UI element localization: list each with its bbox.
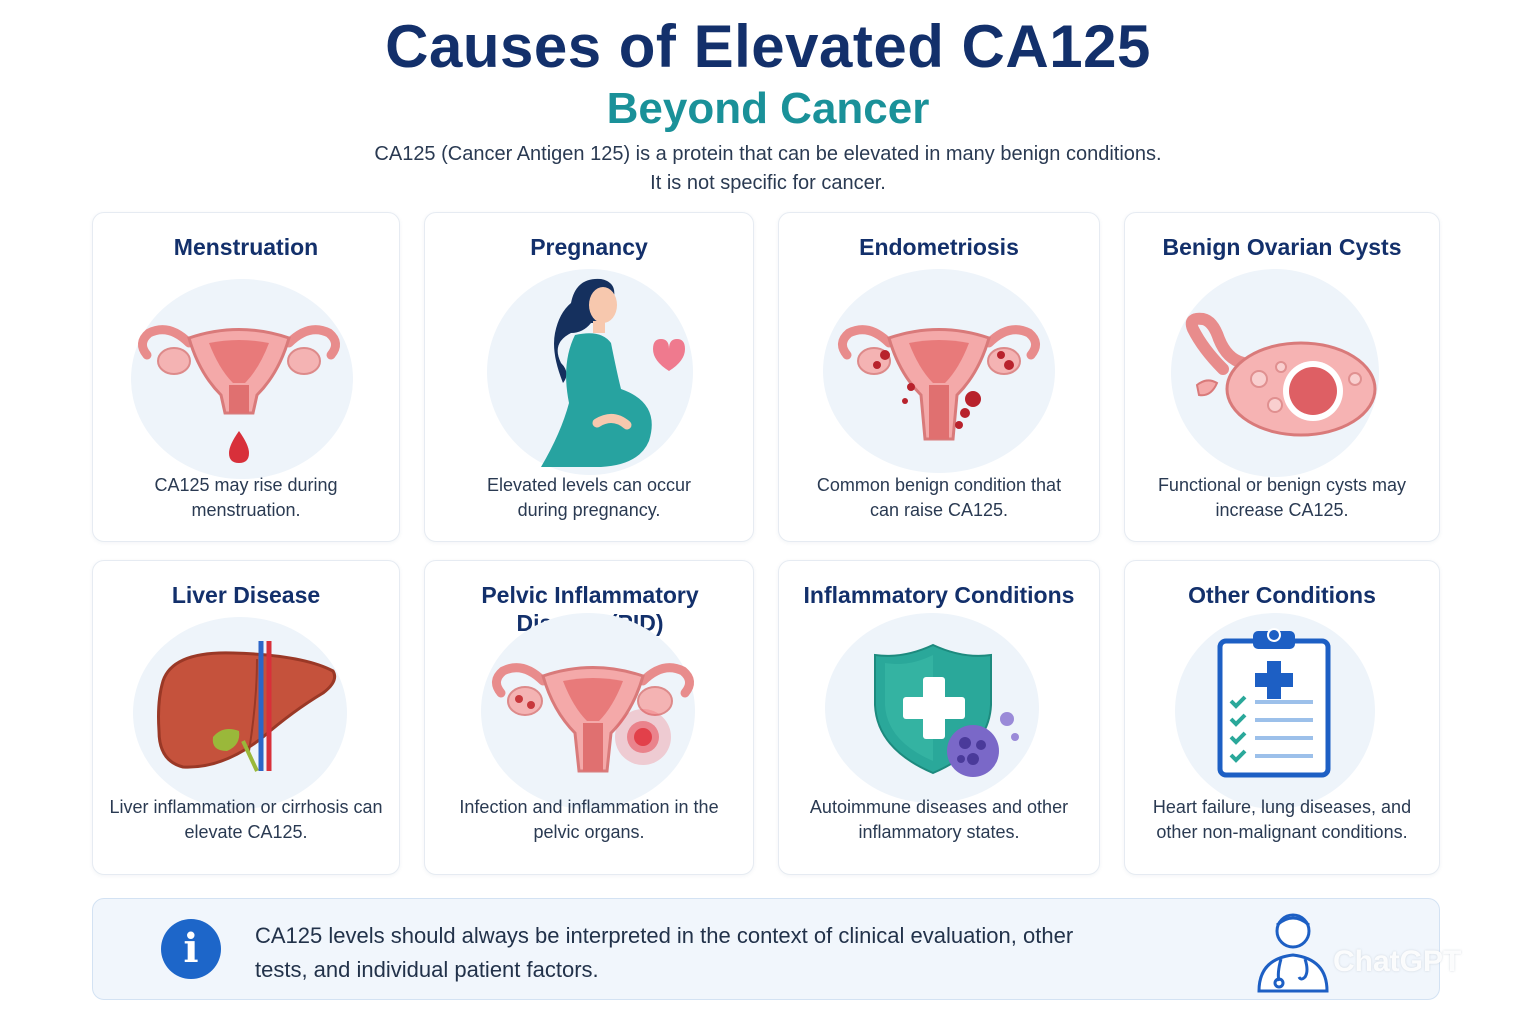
card-description: Liver inflammation or cirrhosis can elev… xyxy=(109,797,383,842)
card-title: Endometriosis xyxy=(859,234,1019,260)
card-title: Benign Ovarian Cysts xyxy=(1162,234,1402,260)
card-benign-ovarian-cysts: Benign Ovarian Cysts Functional or benig… xyxy=(1124,212,1440,542)
card-menstruation: Menstruation CA125 may rise during menst… xyxy=(92,212,400,542)
ovarian-cyst-icon xyxy=(1185,312,1377,437)
card-pregnancy: Pregnancy Elevated levels can occur duri… xyxy=(424,212,754,542)
pregnant-woman-icon xyxy=(541,278,685,467)
card-title: Inflammatory Conditions xyxy=(803,582,1075,608)
card-description: Elevated levels can occur during pregnan… xyxy=(486,475,692,520)
card-description: CA125 may rise during menstruation. xyxy=(154,475,338,520)
card-liver-disease: Liver Disease Liver inflammation or cirr… xyxy=(92,560,400,875)
shield-virus-icon xyxy=(874,643,1019,777)
card-description: Infection and inflammation in the pelvic… xyxy=(459,797,719,842)
card-description: Common benign condition that can raise C… xyxy=(816,475,1062,520)
info-note-text: CA125 levels should always be interprete… xyxy=(255,923,1074,982)
uterus-blood-drop-icon xyxy=(138,325,340,463)
card-inflammatory-conditions: Inflammatory Conditions Autoimmune disea… xyxy=(778,560,1100,875)
page-title: Causes of Elevated CA125 xyxy=(385,13,1151,80)
card-pid: Pelvic Inflammatory Disease (PID) Infect… xyxy=(424,560,754,875)
card-other-conditions: Other Conditions Heart failure, lung dis… xyxy=(1124,560,1440,875)
liver-icon xyxy=(157,641,337,772)
card-endometriosis: Endometriosis Common benign condition th… xyxy=(778,212,1100,542)
info-note: i CA125 levels should always be interpre… xyxy=(92,898,1461,1000)
card-title: Liver Disease xyxy=(171,582,321,608)
info-icon: i xyxy=(161,919,221,979)
card-description: Autoimmune diseases and other inflammato… xyxy=(809,797,1069,842)
intro-text: CA125 (Cancer Antigen 125) is a protein … xyxy=(374,143,1162,194)
uterus-endometriosis-icon xyxy=(838,325,1040,441)
clipboard-checklist-icon xyxy=(1217,628,1331,778)
card-title: Pregnancy xyxy=(530,234,648,260)
card-description: Functional or benign cysts may increase … xyxy=(1157,475,1407,520)
card-title: Other Conditions xyxy=(1188,582,1376,608)
uterus-inflammation-icon xyxy=(492,663,694,773)
card-description: Heart failure, lung diseases, and other … xyxy=(1152,797,1412,842)
page-subtitle: Beyond Cancer xyxy=(606,84,930,133)
doctor-icon xyxy=(1257,913,1329,993)
card-title: Menstruation xyxy=(173,234,319,260)
watermark: ChatGPT xyxy=(1333,945,1462,978)
